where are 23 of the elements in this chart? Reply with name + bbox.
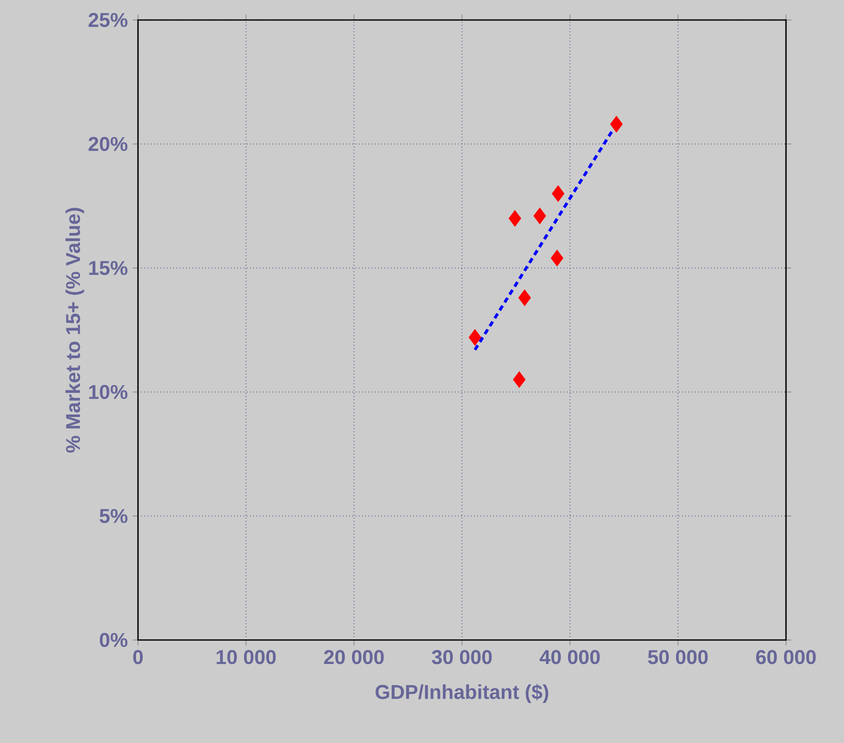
y-tick-label: 5%	[100, 508, 128, 524]
point	[508, 210, 522, 227]
x-tick-label: 40 000	[540, 650, 600, 664]
x-axis-title: GDP/Inhabitant ($)	[376, 684, 548, 704]
x-tick-label: 20 000	[324, 650, 384, 664]
x-tick-label: 60 000	[756, 650, 816, 664]
x-tick-label: 0	[133, 650, 143, 664]
y-tick-label: 10%	[89, 384, 128, 400]
x-tick-label: 50 000	[648, 650, 708, 664]
y-tick-label: 20%	[88, 136, 128, 152]
y-axis-title: % Market to 15+ (% Value)	[65, 208, 84, 453]
point	[550, 250, 564, 266]
point	[610, 116, 623, 132]
y-tick-label: 25%	[88, 12, 128, 28]
point	[518, 289, 531, 306]
y-tick-label: 15%	[89, 260, 128, 276]
point	[468, 329, 482, 346]
point	[533, 208, 546, 224]
point	[552, 185, 564, 202]
x-tick-label: 30 000	[432, 650, 492, 664]
point	[512, 371, 526, 388]
y-tick-label: 0%	[100, 632, 128, 648]
x-tick-label: 10 000	[216, 650, 276, 664]
